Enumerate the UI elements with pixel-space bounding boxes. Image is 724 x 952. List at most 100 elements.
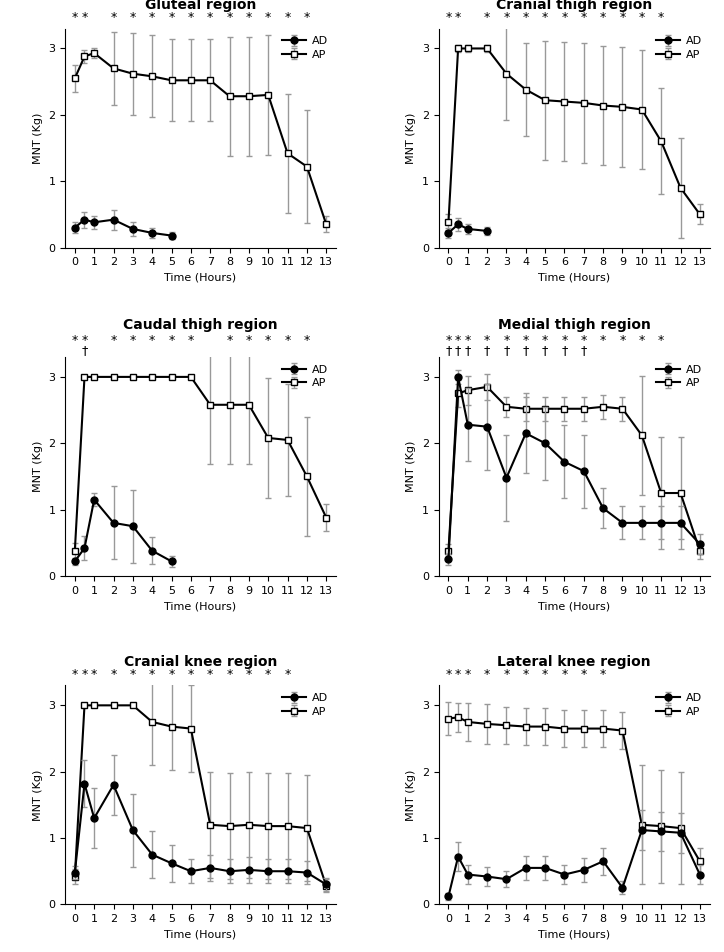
Text: *: * bbox=[81, 334, 88, 347]
Text: *: * bbox=[207, 668, 214, 681]
X-axis label: Time (Hours): Time (Hours) bbox=[538, 930, 610, 940]
Text: *: * bbox=[619, 11, 626, 24]
Legend: AD, AP: AD, AP bbox=[653, 363, 704, 390]
Text: *: * bbox=[465, 334, 471, 347]
Text: *: * bbox=[265, 668, 272, 681]
Text: †: † bbox=[542, 344, 548, 357]
Y-axis label: MNT (Kg): MNT (Kg) bbox=[33, 769, 43, 821]
Text: *: * bbox=[227, 668, 232, 681]
X-axis label: Time (Hours): Time (Hours) bbox=[164, 602, 237, 611]
Text: *: * bbox=[110, 334, 117, 347]
Text: *: * bbox=[130, 334, 136, 347]
Text: *: * bbox=[523, 668, 529, 681]
Text: *: * bbox=[227, 11, 232, 24]
X-axis label: Time (Hours): Time (Hours) bbox=[164, 930, 237, 940]
Text: †: † bbox=[465, 344, 471, 357]
Title: Gluteal region: Gluteal region bbox=[145, 0, 256, 12]
Text: †: † bbox=[81, 344, 88, 357]
Text: *: * bbox=[265, 334, 272, 347]
Text: *: * bbox=[523, 11, 529, 24]
Text: *: * bbox=[484, 668, 490, 681]
Text: *: * bbox=[265, 11, 272, 24]
Text: *: * bbox=[188, 668, 194, 681]
Text: *: * bbox=[72, 11, 78, 24]
Text: *: * bbox=[542, 334, 548, 347]
Text: *: * bbox=[110, 11, 117, 24]
Text: *: * bbox=[445, 668, 452, 681]
Text: *: * bbox=[188, 334, 194, 347]
Text: *: * bbox=[149, 668, 156, 681]
Text: *: * bbox=[503, 11, 510, 24]
Legend: AD, AP: AD, AP bbox=[653, 34, 704, 62]
Text: *: * bbox=[110, 668, 117, 681]
Text: *: * bbox=[72, 668, 78, 681]
Text: *: * bbox=[465, 668, 471, 681]
Text: *: * bbox=[245, 334, 252, 347]
Text: *: * bbox=[169, 334, 174, 347]
Title: Cranial thigh region: Cranial thigh region bbox=[496, 0, 652, 12]
Text: *: * bbox=[72, 334, 78, 347]
Text: *: * bbox=[600, 11, 606, 24]
Text: *: * bbox=[542, 668, 548, 681]
Text: *: * bbox=[188, 11, 194, 24]
Text: *: * bbox=[561, 11, 568, 24]
Title: Medial thigh region: Medial thigh region bbox=[497, 318, 651, 332]
Text: *: * bbox=[445, 11, 452, 24]
Text: *: * bbox=[304, 11, 310, 24]
Text: *: * bbox=[81, 11, 88, 24]
Text: *: * bbox=[523, 334, 529, 347]
Text: *: * bbox=[285, 668, 290, 681]
Title: Caudal thigh region: Caudal thigh region bbox=[123, 318, 278, 332]
Text: *: * bbox=[619, 334, 626, 347]
Text: *: * bbox=[658, 11, 665, 24]
X-axis label: Time (Hours): Time (Hours) bbox=[538, 273, 610, 283]
Y-axis label: MNT (Kg): MNT (Kg) bbox=[406, 769, 416, 821]
Text: †: † bbox=[484, 344, 490, 357]
Text: *: * bbox=[149, 334, 156, 347]
Text: *: * bbox=[285, 334, 290, 347]
Legend: AD, AP: AD, AP bbox=[279, 363, 330, 390]
Text: †: † bbox=[445, 344, 452, 357]
Text: *: * bbox=[91, 668, 97, 681]
Text: *: * bbox=[503, 668, 510, 681]
Y-axis label: MNT (Kg): MNT (Kg) bbox=[406, 112, 416, 164]
Text: *: * bbox=[227, 334, 232, 347]
Text: *: * bbox=[542, 11, 548, 24]
Legend: AD, AP: AD, AP bbox=[279, 34, 330, 62]
Text: *: * bbox=[245, 668, 252, 681]
Text: *: * bbox=[600, 668, 606, 681]
Text: †: † bbox=[561, 344, 568, 357]
Text: *: * bbox=[81, 668, 88, 681]
Y-axis label: MNT (Kg): MNT (Kg) bbox=[33, 112, 43, 164]
Text: *: * bbox=[581, 334, 587, 347]
Text: *: * bbox=[149, 11, 156, 24]
Text: *: * bbox=[639, 11, 645, 24]
Legend: AD, AP: AD, AP bbox=[653, 691, 704, 719]
Text: *: * bbox=[130, 668, 136, 681]
Title: Cranial knee region: Cranial knee region bbox=[124, 655, 277, 669]
Text: *: * bbox=[561, 668, 568, 681]
Text: *: * bbox=[581, 11, 587, 24]
Text: *: * bbox=[484, 334, 490, 347]
Text: †: † bbox=[503, 344, 510, 357]
Text: †: † bbox=[523, 344, 529, 357]
Text: *: * bbox=[207, 11, 214, 24]
Text: *: * bbox=[304, 334, 310, 347]
Text: *: * bbox=[455, 11, 461, 24]
Text: *: * bbox=[169, 668, 174, 681]
X-axis label: Time (Hours): Time (Hours) bbox=[538, 602, 610, 611]
Text: *: * bbox=[130, 11, 136, 24]
Text: *: * bbox=[445, 334, 452, 347]
Text: †: † bbox=[455, 344, 461, 357]
X-axis label: Time (Hours): Time (Hours) bbox=[164, 273, 237, 283]
Text: *: * bbox=[581, 668, 587, 681]
Text: *: * bbox=[245, 11, 252, 24]
Text: †: † bbox=[581, 344, 587, 357]
Text: *: * bbox=[484, 11, 490, 24]
Title: Lateral knee region: Lateral knee region bbox=[497, 655, 651, 669]
Text: *: * bbox=[561, 334, 568, 347]
Legend: AD, AP: AD, AP bbox=[279, 691, 330, 719]
Text: *: * bbox=[169, 11, 174, 24]
Text: *: * bbox=[503, 334, 510, 347]
Text: *: * bbox=[639, 334, 645, 347]
